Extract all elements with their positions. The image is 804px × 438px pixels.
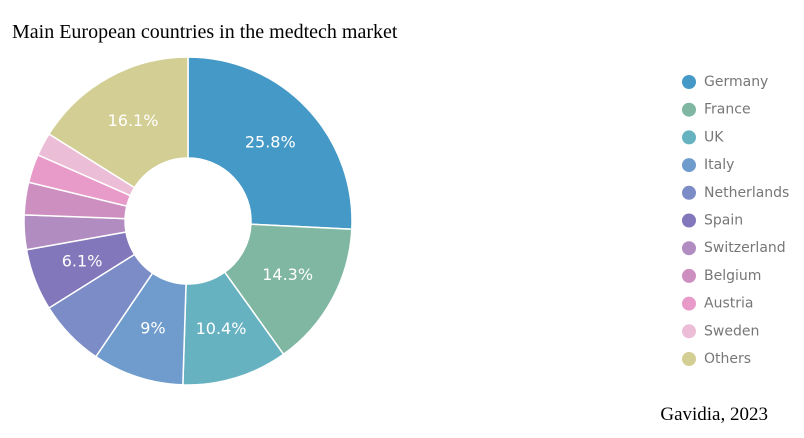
legend-label: UK	[704, 129, 724, 145]
value-label: 25.8%	[245, 132, 296, 151]
value-label: 9%	[140, 318, 165, 337]
legend-label: Switzerland	[704, 240, 786, 256]
value-label: 14.3%	[262, 265, 313, 284]
chart-title: Main European countries in the medtech m…	[12, 21, 398, 43]
legend-swatch	[682, 158, 696, 173]
value-label: 6.1%	[62, 251, 103, 270]
legend-label: France	[704, 102, 751, 118]
legend-label: Netherlands	[704, 185, 789, 201]
slice	[47, 56, 189, 189]
legend-label: Italy	[704, 157, 734, 173]
slice	[223, 223, 353, 356]
legend-swatch	[682, 324, 696, 339]
legend-swatch	[682, 213, 696, 228]
legend-label: Germany	[704, 74, 768, 90]
source: Gavidia, 2023	[660, 404, 768, 425]
legend-swatch	[682, 268, 696, 283]
slice	[187, 56, 353, 231]
legend-label: Spain	[704, 213, 743, 229]
legend-swatch	[682, 185, 696, 200]
legend-swatch	[682, 296, 696, 311]
legend-label: Austria	[704, 296, 753, 312]
legend-swatch	[682, 75, 696, 89]
legend-swatch	[682, 241, 696, 256]
legend-swatch	[682, 102, 696, 117]
legend-label: Sweden	[704, 323, 759, 339]
value-label: 16.1%	[108, 111, 159, 130]
legend-swatch	[682, 352, 696, 366]
value-label: 10.4%	[196, 319, 247, 338]
legend-label: Belgium	[704, 268, 761, 284]
legend-label: Others	[704, 351, 751, 367]
legend-swatch	[682, 130, 696, 145]
